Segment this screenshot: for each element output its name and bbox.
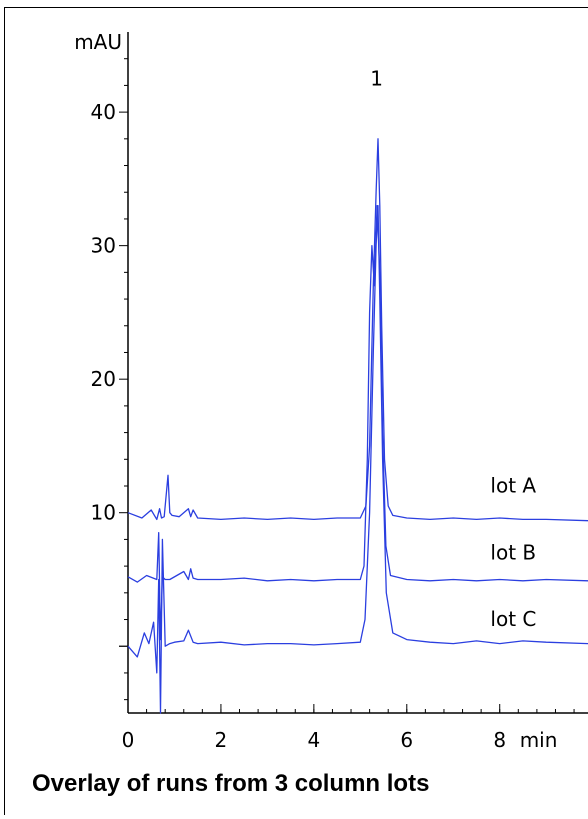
y-tick-label: 40	[91, 100, 116, 124]
x-tick-label: 2	[215, 728, 228, 752]
y-tick-label: 30	[91, 234, 116, 258]
axes	[119, 32, 588, 714]
x-tick-label: 4	[307, 728, 320, 752]
x-tick-label: 6	[400, 728, 413, 752]
peak-label: 1	[370, 66, 383, 90]
series-trace	[127, 138, 588, 522]
series-label: lot A	[490, 474, 536, 498]
x-tick-label: 0	[122, 728, 135, 752]
chart-caption: Overlay of runs from 3 column lots	[32, 770, 430, 797]
series-label: lot B	[490, 540, 536, 564]
series-trace	[127, 204, 588, 641]
y-axis-label: mAU	[74, 30, 122, 54]
traces	[127, 138, 588, 714]
y-tick-label: 20	[91, 367, 116, 391]
chart-frame	[4, 7, 588, 815]
x-tick-label: 8	[493, 728, 506, 752]
y-tick-label: 10	[91, 501, 116, 525]
x-axis-label: min	[520, 728, 558, 752]
labels: 10 20 30 40 0 2 4 6 8 mAU min 1 lot A lot B lot C	[74, 30, 557, 752]
series-label: lot C	[490, 607, 536, 631]
series-trace	[127, 204, 588, 714]
